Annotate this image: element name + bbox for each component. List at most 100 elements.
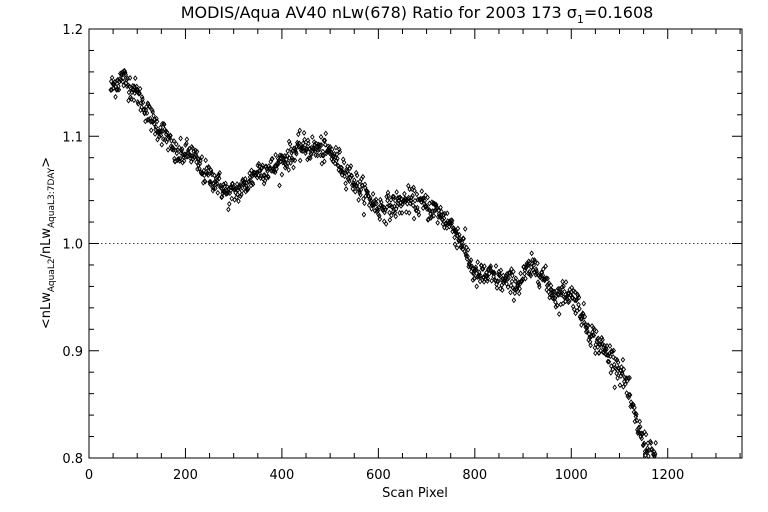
data-point xyxy=(322,158,327,165)
x-tick-label: 200 xyxy=(173,468,198,483)
data-point xyxy=(563,279,569,286)
data-point xyxy=(492,270,497,277)
data-point xyxy=(583,321,588,328)
data-point xyxy=(302,136,307,143)
data-point xyxy=(278,158,283,165)
data-point xyxy=(152,116,157,123)
chart-title-prefix: MODIS/Aqua AV40 nLw(678) Ratio for 2003 … xyxy=(181,3,567,22)
data-point xyxy=(198,157,203,164)
data-point xyxy=(477,273,482,280)
data-point xyxy=(208,167,214,174)
data-point xyxy=(137,90,142,97)
data-point xyxy=(243,188,248,195)
data-point xyxy=(532,259,538,265)
data-point xyxy=(320,152,325,159)
data-point xyxy=(396,194,402,201)
data-point xyxy=(223,180,228,187)
data-point xyxy=(394,189,399,196)
y-tick-label: 1.1 xyxy=(62,130,83,145)
data-point xyxy=(646,453,651,460)
data-point xyxy=(188,152,194,159)
data-point xyxy=(488,263,493,270)
data-point xyxy=(553,299,558,306)
data-point xyxy=(387,209,392,216)
data-point xyxy=(468,263,473,270)
data-point xyxy=(177,155,183,162)
y-axis-label-mid: /nLw xyxy=(39,228,54,259)
data-point xyxy=(159,128,164,135)
data-point xyxy=(296,131,301,138)
data-point xyxy=(598,347,603,354)
data-point xyxy=(560,300,566,307)
data-point xyxy=(126,97,131,104)
x-tick-label: 400 xyxy=(269,468,294,483)
data-point xyxy=(201,167,207,174)
data-point xyxy=(260,162,265,169)
data-point xyxy=(467,258,473,265)
data-point xyxy=(289,149,294,156)
data-point xyxy=(543,263,548,270)
data-point xyxy=(239,187,245,194)
data-point xyxy=(523,275,528,282)
data-point xyxy=(345,163,350,170)
data-point xyxy=(370,202,375,208)
data-point xyxy=(249,167,254,174)
data-point xyxy=(127,74,133,81)
data-point xyxy=(606,358,612,365)
data-point xyxy=(621,366,627,373)
data-point xyxy=(455,225,461,232)
data-point xyxy=(342,173,347,180)
data-point xyxy=(302,142,308,149)
data-point xyxy=(565,290,571,297)
data-point xyxy=(392,197,398,204)
data-point xyxy=(118,77,124,84)
data-point xyxy=(135,99,140,105)
data-point xyxy=(472,275,477,282)
data-point xyxy=(419,188,425,195)
data-point xyxy=(497,271,503,278)
data-point xyxy=(358,186,364,193)
y-axis-label-prefix: <nLw xyxy=(39,292,54,329)
data-point xyxy=(154,115,159,122)
data-point xyxy=(609,363,614,370)
data-point xyxy=(483,272,489,279)
data-point xyxy=(593,350,598,357)
data-point xyxy=(402,190,407,197)
data-point xyxy=(547,294,552,301)
data-point xyxy=(176,144,182,151)
data-point xyxy=(410,192,415,199)
data-point xyxy=(435,219,440,226)
data-point xyxy=(275,161,280,168)
data-point xyxy=(457,235,463,242)
data-point xyxy=(148,127,154,134)
data-point xyxy=(358,191,363,198)
data-point xyxy=(294,150,299,157)
data-point xyxy=(585,322,591,329)
data-point xyxy=(369,205,374,212)
data-point xyxy=(277,182,282,189)
data-point xyxy=(350,185,356,192)
data-point xyxy=(266,174,271,181)
data-point xyxy=(637,423,643,430)
data-point xyxy=(473,264,479,271)
data-point xyxy=(144,110,150,117)
data-point xyxy=(583,328,589,335)
data-point xyxy=(356,196,361,203)
data-point xyxy=(555,291,561,298)
data-point xyxy=(416,211,422,218)
data-point xyxy=(411,215,417,222)
x-tick-label: 800 xyxy=(462,468,487,483)
data-point xyxy=(415,204,420,211)
data-point xyxy=(431,212,437,219)
data-point xyxy=(344,168,350,175)
x-tick-label: 1200 xyxy=(651,468,684,483)
data-point xyxy=(498,285,503,292)
data-point xyxy=(312,141,317,148)
data-point xyxy=(576,301,581,308)
data-point xyxy=(406,194,411,201)
data-point xyxy=(482,263,487,270)
data-point xyxy=(505,276,510,283)
data-point xyxy=(152,131,158,137)
data-point xyxy=(256,167,262,174)
data-point xyxy=(448,221,453,228)
